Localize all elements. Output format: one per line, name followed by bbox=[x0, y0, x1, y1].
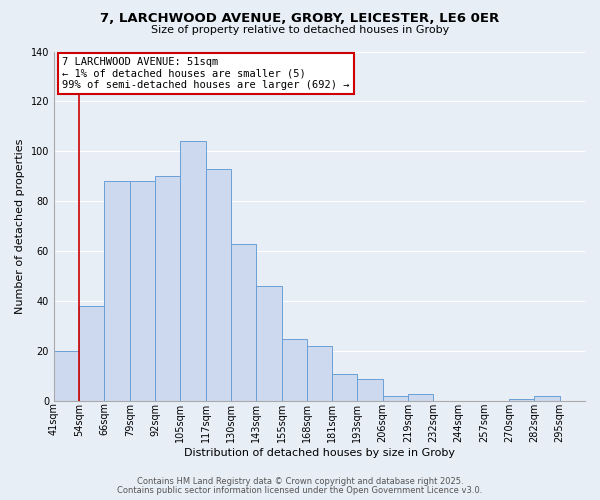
Text: Size of property relative to detached houses in Groby: Size of property relative to detached ho… bbox=[151, 25, 449, 35]
Text: Contains HM Land Registry data © Crown copyright and database right 2025.: Contains HM Land Registry data © Crown c… bbox=[137, 477, 463, 486]
Bar bbox=[181, 142, 206, 401]
Y-axis label: Number of detached properties: Number of detached properties bbox=[15, 138, 25, 314]
Bar bbox=[509, 398, 535, 401]
Bar bbox=[206, 169, 231, 401]
X-axis label: Distribution of detached houses by size in Groby: Distribution of detached houses by size … bbox=[184, 448, 455, 458]
Bar bbox=[104, 182, 130, 401]
Bar bbox=[54, 351, 79, 401]
Bar bbox=[332, 374, 358, 401]
Bar bbox=[307, 346, 332, 401]
Bar bbox=[408, 394, 433, 401]
Bar bbox=[383, 396, 408, 401]
Bar bbox=[535, 396, 560, 401]
Bar bbox=[358, 378, 383, 401]
Bar bbox=[281, 338, 307, 401]
Text: 7 LARCHWOOD AVENUE: 51sqm
← 1% of detached houses are smaller (5)
99% of semi-de: 7 LARCHWOOD AVENUE: 51sqm ← 1% of detach… bbox=[62, 56, 349, 90]
Bar bbox=[256, 286, 281, 401]
Text: Contains public sector information licensed under the Open Government Licence v3: Contains public sector information licen… bbox=[118, 486, 482, 495]
Bar bbox=[79, 306, 104, 401]
Bar bbox=[231, 244, 256, 401]
Bar bbox=[155, 176, 181, 401]
Bar bbox=[130, 182, 155, 401]
Text: 7, LARCHWOOD AVENUE, GROBY, LEICESTER, LE6 0ER: 7, LARCHWOOD AVENUE, GROBY, LEICESTER, L… bbox=[100, 12, 500, 26]
